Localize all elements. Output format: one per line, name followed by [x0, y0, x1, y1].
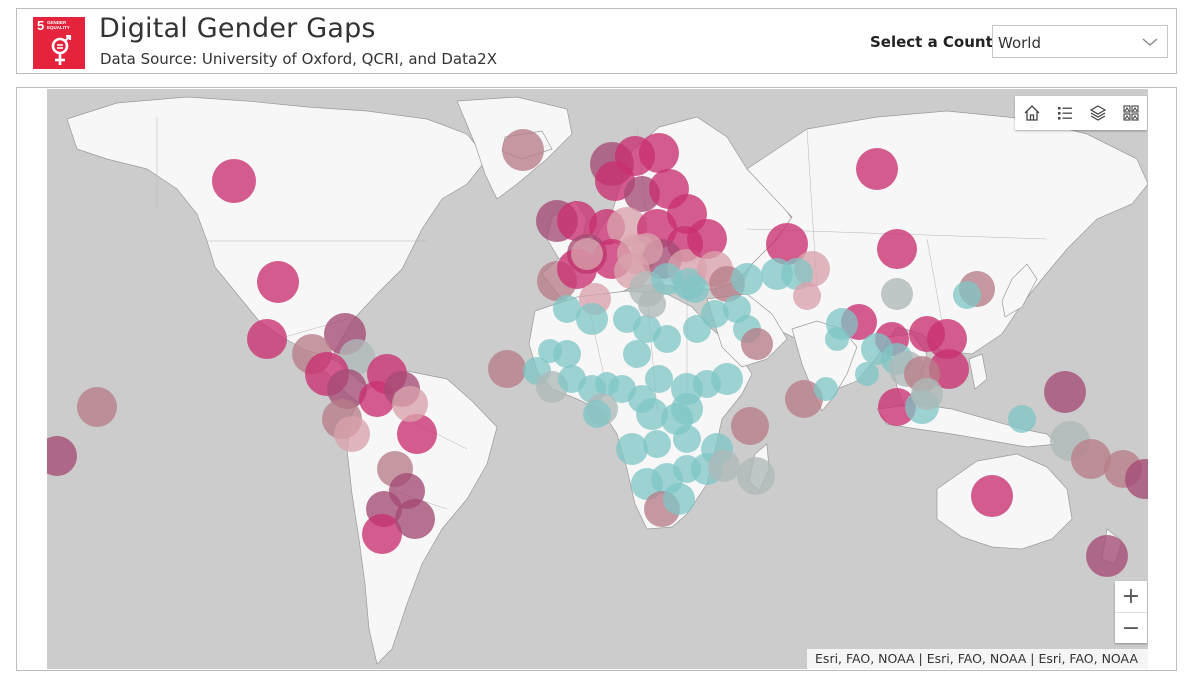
country-bubble[interactable]: [639, 133, 679, 173]
country-bubble[interactable]: [571, 238, 603, 270]
country-bubble[interactable]: [583, 400, 611, 428]
country-bubble[interactable]: [881, 278, 913, 310]
sdg-goal-logo: 5 GENDER EQUALITY: [33, 17, 85, 69]
country-bubble[interactable]: [711, 363, 743, 395]
map-attribution: Esri, FAO, NOAA | Esri, FAO, NOAA | Esri…: [807, 649, 1148, 669]
map-frame: + − Esri, FAO, NOAA | Esri, FAO, NOAA | …: [16, 87, 1177, 671]
country-bubble[interactable]: [793, 282, 821, 310]
sdg-number: 5: [37, 18, 45, 33]
country-bubble[interactable]: [339, 339, 375, 375]
country-bubble[interactable]: [785, 380, 823, 418]
zoom-in-button[interactable]: +: [1115, 581, 1147, 613]
sdg-label: GENDER EQUALITY: [47, 20, 70, 30]
country-bubble[interactable]: [502, 129, 544, 171]
chevron-down-icon: [1142, 38, 1158, 46]
country-bubble[interactable]: [576, 303, 608, 335]
country-bubble[interactable]: [327, 369, 367, 409]
country-bubble[interactable]: [766, 223, 808, 265]
zoom-out-button[interactable]: −: [1121, 616, 1141, 641]
country-bubble[interactable]: [488, 350, 526, 388]
country-bubble[interactable]: [708, 450, 740, 482]
world-map[interactable]: + − Esri, FAO, NOAA | Esri, FAO, NOAA | …: [47, 89, 1148, 669]
country-bubble[interactable]: [911, 378, 943, 410]
country-bubble[interactable]: [1125, 459, 1148, 499]
legend-icon: [1057, 107, 1072, 120]
country-bubble[interactable]: [1071, 439, 1111, 479]
country-bubble[interactable]: [623, 340, 651, 368]
home-button[interactable]: [1015, 96, 1048, 130]
country-bubble[interactable]: [653, 325, 681, 353]
gender-symbol-icon: [51, 35, 72, 65]
country-bubble[interactable]: [856, 148, 898, 190]
country-bubble[interactable]: [855, 362, 879, 386]
country-bubble[interactable]: [878, 388, 916, 426]
country-bubble[interactable]: [814, 377, 838, 401]
country-bubble[interactable]: [538, 339, 562, 363]
country-bubble[interactable]: [681, 275, 709, 303]
country-bubble[interactable]: [616, 433, 648, 465]
basemap-gallery-button[interactable]: [1114, 96, 1147, 130]
data-source-subtitle: Data Source: University of Oxford, QCRI,…: [100, 50, 497, 68]
country-bubble[interactable]: [643, 430, 671, 458]
header-panel: 5 GENDER EQUALITY Digital Gender Gaps Da…: [16, 8, 1177, 74]
country-bubble[interactable]: [397, 414, 437, 454]
country-bubble[interactable]: [257, 261, 299, 303]
page-title: Digital Gender Gaps: [99, 13, 376, 44]
country-select-value: World: [998, 34, 1041, 52]
country-bubble[interactable]: [392, 386, 428, 422]
country-bubble[interactable]: [687, 219, 727, 259]
country-bubble[interactable]: [247, 319, 287, 359]
country-bubble[interactable]: [825, 327, 849, 351]
country-bubble[interactable]: [362, 514, 402, 554]
country-bubble[interactable]: [737, 457, 775, 495]
country-bubble[interactable]: [1008, 405, 1036, 433]
basemap-gallery-icon: [1122, 105, 1139, 121]
country-bubble[interactable]: [636, 398, 668, 430]
country-bubble[interactable]: [77, 387, 117, 427]
country-bubble[interactable]: [683, 315, 711, 343]
country-bubble[interactable]: [212, 159, 256, 203]
country-bubble[interactable]: [631, 468, 663, 500]
country-bubble[interactable]: [731, 263, 763, 295]
country-bubble[interactable]: [1086, 535, 1128, 577]
country-bubble[interactable]: [638, 290, 666, 318]
legend-button[interactable]: [1048, 96, 1081, 130]
country-bubble[interactable]: [927, 319, 967, 359]
map-toolbar: [1015, 96, 1147, 130]
country-select[interactable]: World: [992, 25, 1168, 58]
zoom-control: + −: [1115, 581, 1147, 643]
country-bubble[interactable]: [971, 475, 1013, 517]
country-bubble[interactable]: [553, 295, 581, 323]
land-philippines: [968, 353, 988, 390]
country-bubble[interactable]: [731, 407, 769, 445]
country-bubble[interactable]: [47, 436, 77, 476]
country-bubble[interactable]: [671, 393, 703, 425]
country-bubble[interactable]: [673, 425, 701, 453]
home-icon: [1024, 105, 1039, 121]
country-bubble[interactable]: [723, 295, 751, 323]
country-bubble[interactable]: [395, 499, 435, 539]
land-japan: [1001, 263, 1038, 318]
country-bubble[interactable]: [557, 201, 597, 241]
country-bubble[interactable]: [645, 365, 673, 393]
country-bubble[interactable]: [877, 229, 917, 269]
layers-icon: [1089, 105, 1106, 121]
layers-button[interactable]: [1081, 96, 1114, 130]
country-bubble[interactable]: [953, 281, 981, 309]
country-bubbles: [47, 129, 1148, 577]
country-bubble[interactable]: [781, 258, 813, 290]
country-bubble[interactable]: [741, 328, 773, 360]
country-bubble[interactable]: [631, 233, 663, 265]
country-select-label: Select a Country:: [870, 33, 1016, 51]
country-bubble[interactable]: [334, 416, 370, 452]
country-bubble[interactable]: [1044, 371, 1086, 413]
country-bubble[interactable]: [663, 483, 695, 515]
